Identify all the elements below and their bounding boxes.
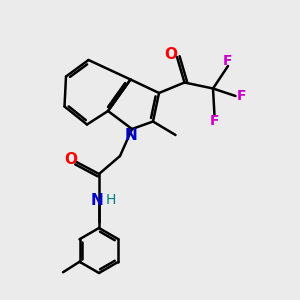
Text: F: F [210, 114, 219, 128]
Text: N: N [124, 128, 137, 143]
Text: F: F [223, 54, 233, 68]
Text: H: H [105, 193, 116, 207]
Text: N: N [91, 193, 104, 208]
Text: O: O [164, 47, 177, 62]
Text: O: O [64, 152, 77, 166]
Text: F: F [237, 89, 246, 103]
